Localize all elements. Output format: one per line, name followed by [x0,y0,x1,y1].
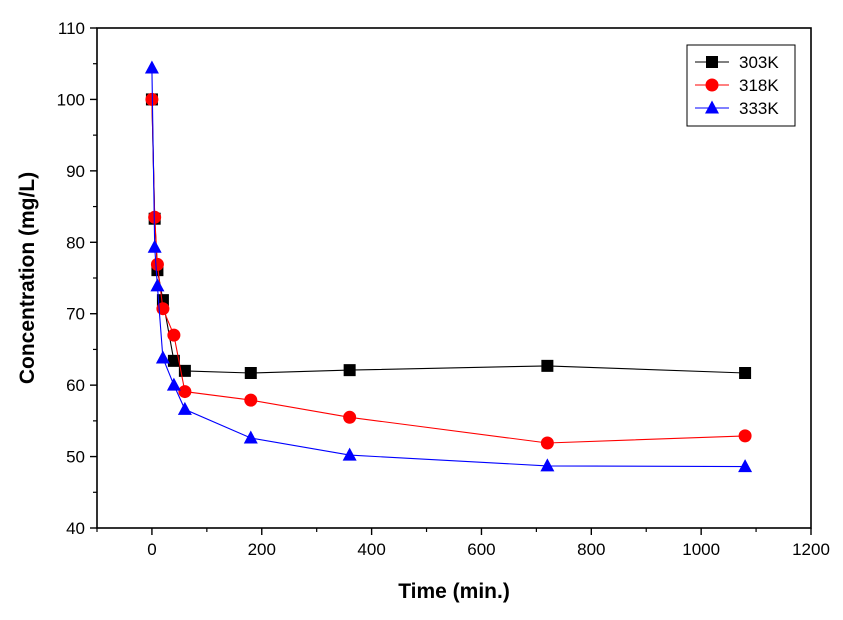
y-tick-label: 60 [66,376,85,395]
y-tick-label: 110 [58,19,85,38]
series-line-318K [151,99,746,444]
data-point-333K [243,430,258,444]
legend: 303K 318K 333K [686,44,796,127]
data-point-318K [540,436,554,450]
data-point-318K [343,410,357,424]
x-tick-label: 0 [147,540,156,559]
data-point-333K [147,239,162,253]
x-tick-label: 200 [248,540,276,559]
legend-marker-318K [705,78,719,92]
data-point-318K [244,393,258,407]
legend-label-318K: 318K [739,76,779,95]
series-318K [145,92,752,450]
y-axis-title: Concentration (mg/L) [16,172,39,384]
data-point-333K [540,458,555,472]
x-tick-label: 600 [467,540,495,559]
series-333K [144,60,753,473]
data-point-333K [342,447,357,461]
data-point-333K [150,278,165,292]
plot-area [144,60,753,473]
data-point-318K [150,257,164,271]
data-point-303K [541,359,554,372]
data-point-333K [738,459,753,473]
x-tick-label: 800 [577,540,605,559]
data-point-303K [739,367,752,379]
legend-label-303K: 303K [739,53,779,72]
data-point-333K [155,350,170,364]
series-line-303K [151,99,746,374]
data-point-303K [343,364,356,377]
data-point-333K [166,377,181,391]
x-tick-label: 400 [357,540,385,559]
x-axis-title: Time (min.) [398,580,510,603]
series-303K [145,93,752,379]
y-tick-label: 100 [57,90,85,109]
y-tick-label: 50 [66,448,85,467]
legend-marker-303K [706,56,718,68]
y-tick-label: 90 [66,162,85,181]
axes: 0 200 400 600 800 1000 1200 40 50 60 70 80 90 100 110 [57,19,830,559]
data-point-318K [178,385,192,399]
data-point-333K [144,60,159,74]
y-tick-label: 40 [66,519,85,538]
data-point-303K [167,354,180,367]
x-tick-label: 1000 [682,540,720,559]
series-line-333K [151,67,746,468]
data-point-333K [177,401,192,415]
y-tick-label: 80 [66,233,85,252]
data-point-303K [244,367,257,379]
y-tick-label: 70 [66,305,85,324]
data-point-318K [738,429,752,443]
x-tick-label: 1200 [792,540,830,559]
legend-marker-333K [705,100,719,114]
legend-label-333K: 333K [739,99,779,118]
data-point-318K [167,328,181,342]
